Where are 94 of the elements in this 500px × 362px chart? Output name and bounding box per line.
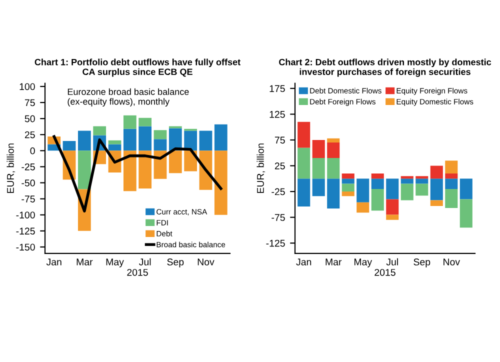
bar (123, 128, 136, 151)
y-tick-label: 50 (24, 115, 35, 122)
bar (298, 122, 310, 148)
bar (416, 178, 428, 184)
x-tick-label: Nov (198, 258, 214, 266)
x-tick-label: Jan (296, 258, 312, 266)
bar (312, 158, 325, 179)
bar (400, 176, 414, 179)
bar (108, 140, 122, 144)
x-tick-label: Nov (444, 258, 460, 266)
y-tick-label: -75 (272, 214, 285, 221)
y-tick-label: -150 (16, 244, 35, 251)
bar (327, 178, 340, 209)
bar (430, 166, 443, 179)
y-tick-label: 100 (20, 83, 35, 90)
y-tick-label: 75 (24, 99, 35, 106)
y-tick-label: 25 (274, 162, 285, 170)
x-axis-title: 2015 (374, 268, 396, 276)
bar (154, 130, 167, 140)
bar (400, 184, 414, 200)
x-tick-label: Jul (386, 258, 398, 266)
bar (386, 199, 399, 215)
bar (312, 178, 325, 196)
bar (184, 150, 198, 172)
bar (93, 126, 106, 136)
bar (356, 178, 370, 202)
x-tick-label: Jan (46, 258, 62, 266)
bar (327, 142, 340, 158)
y-tick-label: -125 (16, 228, 35, 235)
y-tick-label: 25 (24, 131, 35, 138)
bar (138, 118, 152, 126)
x-tick-label: Mar (326, 258, 342, 266)
x-tick-label: Mar (76, 258, 93, 266)
bar (430, 178, 443, 200)
bar (327, 158, 340, 179)
bar (386, 178, 399, 200)
y-tick-label: 175 (270, 85, 285, 92)
bar (460, 178, 472, 200)
bar (460, 199, 472, 228)
bar (416, 176, 428, 179)
bar (342, 184, 354, 192)
y-tick-label: 125 (270, 110, 285, 118)
x-tick-label: May (354, 258, 372, 268)
bar (298, 178, 310, 206)
bar (445, 178, 458, 189)
y-tick-label: 75 (274, 136, 285, 144)
bar (78, 150, 91, 190)
bar (416, 184, 428, 196)
bar (168, 150, 182, 174)
bar (184, 130, 198, 151)
bar (78, 130, 91, 151)
bar (430, 200, 443, 206)
bar (386, 214, 399, 220)
y-tick-label: 0 (30, 147, 35, 154)
y-tick-label: -125 (266, 240, 285, 247)
bar (342, 178, 354, 184)
bar (342, 173, 354, 179)
x-tick-label: Sep (167, 258, 184, 268)
bar (371, 173, 384, 179)
bar (371, 178, 384, 189)
bar (123, 115, 136, 129)
bar (154, 139, 167, 151)
bar (400, 178, 414, 184)
bar (138, 126, 152, 151)
x-tick-label: Sep (414, 258, 430, 268)
x-axis-title: 2015 (127, 268, 148, 276)
bar (298, 148, 310, 179)
y-axis-title: EUR, billion (256, 144, 266, 193)
annotation: Eurozone broad basic balance (ex-equity flows), monthly (68, 88, 189, 107)
y-tick-label: -25 (272, 188, 285, 196)
bar (214, 124, 228, 151)
bar (199, 130, 212, 151)
bar (342, 192, 354, 196)
bar (214, 150, 228, 215)
bar (327, 138, 340, 143)
bar (62, 141, 76, 151)
y-axis-title: EUR, billion (6, 144, 16, 193)
bar (445, 160, 458, 174)
bar (123, 150, 136, 192)
chart-title: Chart 1: Portfolio debt outflows have fully offset CA surplus since ECB QE (34, 58, 240, 77)
y-tick-label: -50 (22, 180, 35, 186)
bar (138, 150, 152, 189)
bar (445, 173, 458, 179)
y-tick-label: -25 (22, 163, 35, 170)
bar (108, 144, 122, 151)
x-tick-label: Jul (139, 258, 151, 266)
x-tick-label: May (106, 258, 124, 268)
bar (312, 140, 325, 158)
chart-title: Chart 2: Debt outflows driven mostly by domestic investor purchases of foreign securities (279, 58, 492, 77)
bar (445, 188, 458, 208)
bar (371, 188, 384, 211)
bar (356, 202, 370, 213)
y-tick-label: -75 (22, 196, 35, 202)
y-tick-label: -100 (16, 212, 35, 218)
